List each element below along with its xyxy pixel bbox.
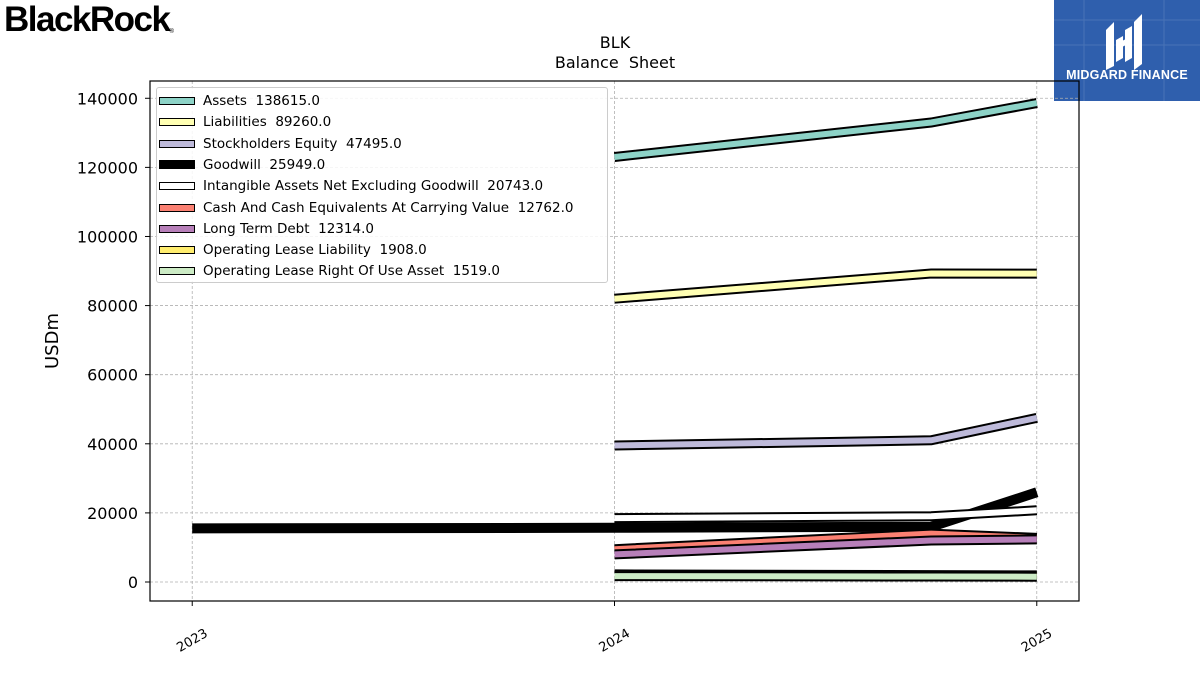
legend-label: Operating Lease Liability 1908.0 (203, 242, 427, 259)
registered-mark: ® (169, 29, 174, 35)
legend-swatch (159, 203, 195, 212)
legend-swatch (159, 160, 195, 170)
legend-item: Intangible Assets Net Excluding Goodwill… (159, 176, 543, 196)
series-line (614, 534, 1037, 560)
y-tick-label: 0 (128, 573, 138, 592)
legend-item: Stockholders Equity 47495.0 (159, 134, 402, 154)
chart-subtitle: Balance Sheet (555, 53, 675, 72)
series-path (614, 100, 1038, 160)
series-path (614, 573, 1037, 580)
series-lines (192, 98, 1039, 582)
legend-item: Goodwill 25949.0 (159, 155, 325, 175)
legend-swatch (159, 224, 195, 233)
y-tick-label: 60000 (87, 366, 138, 385)
y-axis-label: USDm (42, 313, 63, 369)
x-tick-label: 2024 (597, 626, 633, 656)
legend-swatch (159, 267, 195, 276)
legend-label: Stockholders Equity 47495.0 (203, 135, 402, 152)
legend-item: Operating Lease Right Of Use Asset 1519.… (159, 261, 500, 281)
legend-swatch (159, 246, 195, 255)
brand-name: BlackRock (4, 0, 171, 39)
legend-label: Liabilities 89260.0 (203, 114, 332, 131)
series-path (614, 270, 1037, 302)
legend-item: Cash And Cash Equivalents At Carrying Va… (159, 198, 574, 218)
legend-swatch (159, 182, 195, 191)
x-tick-label: 2025 (1019, 626, 1055, 656)
y-tick-label: 80000 (87, 297, 138, 316)
y-tick-label: 140000 (77, 89, 138, 108)
series-line (614, 413, 1038, 451)
legend-label: Long Term Debt 12314.0 (203, 220, 374, 237)
series-line (614, 505, 1038, 524)
midgard-emblem-icon (1054, 0, 1200, 101)
y-tick-label: 120000 (77, 158, 138, 177)
legend-label: Assets 138615.0 (203, 93, 320, 109)
chart-legend: Assets 138615.0 Liabilities 89260.0 Stockh… (156, 87, 608, 283)
legend-swatch (159, 97, 195, 105)
legend-item: Liabilities 89260.0 (159, 112, 331, 132)
legend-item: Assets 138615.0 (159, 91, 320, 111)
legend-swatch (159, 139, 195, 148)
series-line (613, 98, 1038, 162)
y-tick-label: 20000 (87, 504, 138, 523)
legend-item: Operating Lease Liability 1908.0 (159, 240, 427, 260)
blackrock-logo: BlackRock® (4, 0, 174, 40)
series-path (614, 507, 1037, 522)
series-line (614, 571, 1037, 582)
series-path (614, 414, 1038, 449)
legend-label: Goodwill 25949.0 (203, 156, 326, 173)
chart-title: BLK (600, 33, 631, 52)
legend-label: Operating Lease Right Of Use Asset 1519.… (203, 263, 501, 280)
legend-label: Intangible Assets Net Excluding Goodwill… (203, 178, 544, 195)
badge-text: MIDGARD FINANCE (1066, 68, 1188, 82)
series-line (614, 268, 1037, 304)
x-tick-label: 2023 (174, 626, 210, 656)
y-tick-label: 100000 (77, 227, 138, 246)
legend-label: Cash And Cash Equivalents At Carrying Va… (203, 199, 574, 216)
legend-item: Long Term Debt 12314.0 (159, 219, 374, 239)
y-tick-label: 40000 (87, 435, 138, 454)
legend-swatch (159, 118, 195, 127)
series-path (614, 536, 1037, 558)
midgard-finance-badge: MIDGARD FINANCE (1054, 0, 1200, 101)
